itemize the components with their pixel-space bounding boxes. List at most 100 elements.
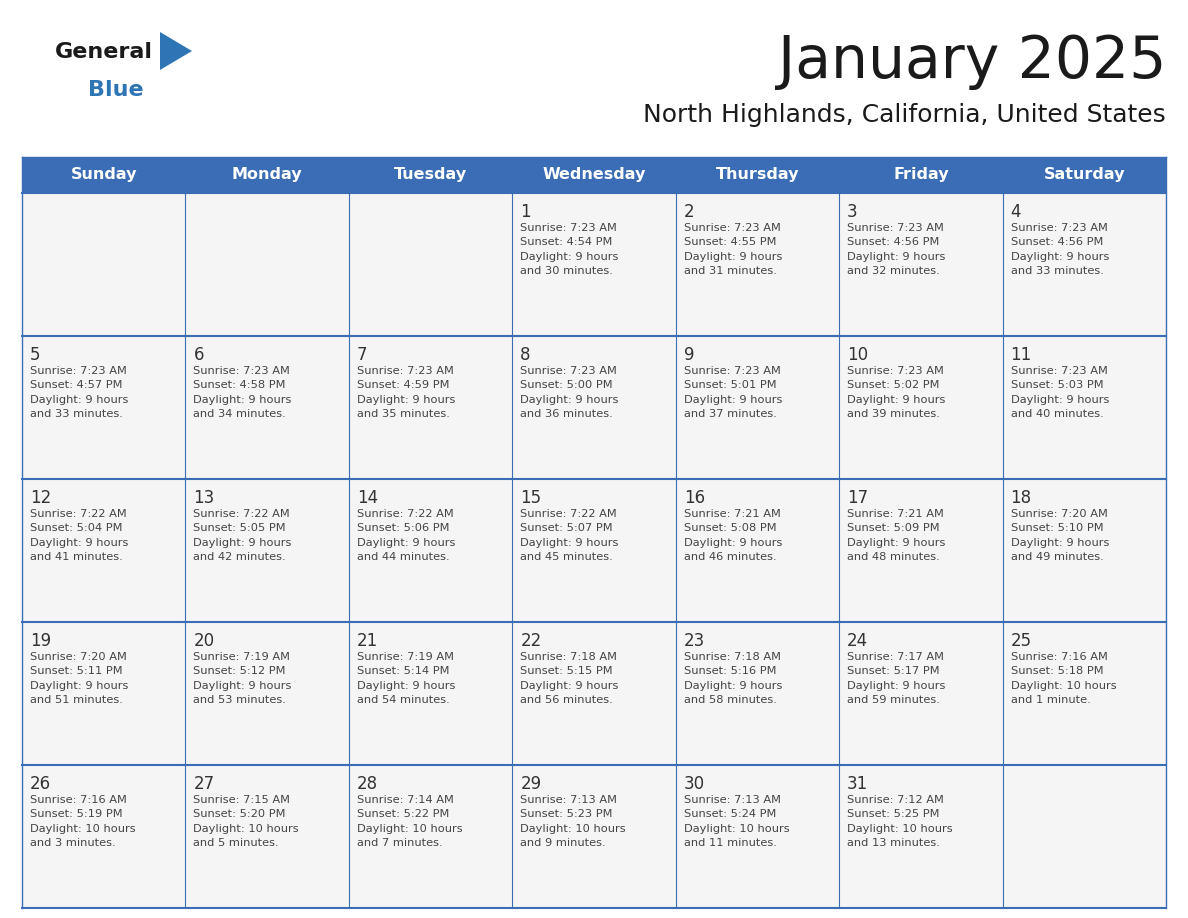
Text: Sunrise: 7:13 AM
Sunset: 5:24 PM
Daylight: 10 hours
and 11 minutes.: Sunrise: 7:13 AM Sunset: 5:24 PM Dayligh… (684, 795, 789, 848)
Text: Sunrise: 7:23 AM
Sunset: 5:00 PM
Daylight: 9 hours
and 36 minutes.: Sunrise: 7:23 AM Sunset: 5:00 PM Dayligh… (520, 366, 619, 420)
Text: 2: 2 (684, 203, 694, 221)
Text: 31: 31 (847, 775, 868, 793)
Text: Sunrise: 7:19 AM
Sunset: 5:12 PM
Daylight: 9 hours
and 53 minutes.: Sunrise: 7:19 AM Sunset: 5:12 PM Dayligh… (194, 652, 292, 705)
Text: Monday: Monday (232, 167, 303, 183)
Text: North Highlands, California, United States: North Highlands, California, United Stat… (643, 103, 1165, 127)
Text: Saturday: Saturday (1043, 167, 1125, 183)
Text: Sunrise: 7:23 AM
Sunset: 5:01 PM
Daylight: 9 hours
and 37 minutes.: Sunrise: 7:23 AM Sunset: 5:01 PM Dayligh… (684, 366, 782, 420)
Text: 6: 6 (194, 346, 204, 364)
Text: Sunrise: 7:18 AM
Sunset: 5:16 PM
Daylight: 9 hours
and 58 minutes.: Sunrise: 7:18 AM Sunset: 5:16 PM Dayligh… (684, 652, 782, 705)
Text: 8: 8 (520, 346, 531, 364)
Text: 25: 25 (1011, 632, 1031, 650)
Text: Sunrise: 7:22 AM
Sunset: 5:05 PM
Daylight: 9 hours
and 42 minutes.: Sunrise: 7:22 AM Sunset: 5:05 PM Dayligh… (194, 509, 292, 562)
Text: 16: 16 (684, 489, 704, 507)
Text: 20: 20 (194, 632, 215, 650)
Bar (349, 193, 512, 336)
Bar (839, 765, 1003, 908)
Text: January 2025: January 2025 (778, 33, 1165, 91)
Bar (349, 336, 512, 479)
Text: 19: 19 (30, 632, 51, 650)
Text: 11: 11 (1011, 346, 1032, 364)
Text: 30: 30 (684, 775, 704, 793)
Bar (185, 193, 349, 336)
Text: General: General (55, 42, 153, 62)
Text: Sunrise: 7:22 AM
Sunset: 5:07 PM
Daylight: 9 hours
and 45 minutes.: Sunrise: 7:22 AM Sunset: 5:07 PM Dayligh… (520, 509, 619, 562)
Text: Sunrise: 7:23 AM
Sunset: 4:56 PM
Daylight: 9 hours
and 33 minutes.: Sunrise: 7:23 AM Sunset: 4:56 PM Dayligh… (1011, 223, 1108, 276)
Bar (512, 336, 676, 479)
Bar (839, 479, 1003, 622)
Text: Sunrise: 7:21 AM
Sunset: 5:09 PM
Daylight: 9 hours
and 48 minutes.: Sunrise: 7:21 AM Sunset: 5:09 PM Dayligh… (847, 509, 946, 562)
Bar (185, 336, 349, 479)
Bar (1003, 622, 1165, 765)
Text: 24: 24 (847, 632, 868, 650)
Bar (676, 765, 839, 908)
Text: 7: 7 (356, 346, 367, 364)
Bar (185, 765, 349, 908)
Bar (1003, 336, 1165, 479)
Text: Sunrise: 7:20 AM
Sunset: 5:11 PM
Daylight: 9 hours
and 51 minutes.: Sunrise: 7:20 AM Sunset: 5:11 PM Dayligh… (30, 652, 128, 705)
Bar (839, 336, 1003, 479)
Text: 5: 5 (30, 346, 40, 364)
Text: Sunrise: 7:15 AM
Sunset: 5:20 PM
Daylight: 10 hours
and 5 minutes.: Sunrise: 7:15 AM Sunset: 5:20 PM Dayligh… (194, 795, 299, 848)
Bar (23, 193, 185, 336)
Bar (185, 479, 349, 622)
Text: Sunrise: 7:23 AM
Sunset: 4:56 PM
Daylight: 9 hours
and 32 minutes.: Sunrise: 7:23 AM Sunset: 4:56 PM Dayligh… (847, 223, 946, 276)
Text: Sunrise: 7:23 AM
Sunset: 4:58 PM
Daylight: 9 hours
and 34 minutes.: Sunrise: 7:23 AM Sunset: 4:58 PM Dayligh… (194, 366, 292, 420)
Text: Sunrise: 7:22 AM
Sunset: 5:06 PM
Daylight: 9 hours
and 44 minutes.: Sunrise: 7:22 AM Sunset: 5:06 PM Dayligh… (356, 509, 455, 562)
Text: Friday: Friday (893, 167, 949, 183)
Bar (23, 479, 185, 622)
Text: 15: 15 (520, 489, 542, 507)
Bar (1003, 479, 1165, 622)
Text: 26: 26 (30, 775, 51, 793)
Bar (23, 336, 185, 479)
Text: Sunrise: 7:22 AM
Sunset: 5:04 PM
Daylight: 9 hours
and 41 minutes.: Sunrise: 7:22 AM Sunset: 5:04 PM Dayligh… (30, 509, 128, 562)
Text: Sunrise: 7:14 AM
Sunset: 5:22 PM
Daylight: 10 hours
and 7 minutes.: Sunrise: 7:14 AM Sunset: 5:22 PM Dayligh… (356, 795, 462, 848)
Bar (512, 765, 676, 908)
Bar (512, 479, 676, 622)
Bar (185, 622, 349, 765)
Text: 17: 17 (847, 489, 868, 507)
Bar (1003, 193, 1165, 336)
Text: 1: 1 (520, 203, 531, 221)
Text: Wednesday: Wednesday (542, 167, 646, 183)
Bar (839, 622, 1003, 765)
Bar (676, 622, 839, 765)
Text: 21: 21 (356, 632, 378, 650)
Bar (676, 193, 839, 336)
Text: 9: 9 (684, 346, 694, 364)
Text: Blue: Blue (88, 80, 144, 100)
Bar (1003, 765, 1165, 908)
Text: 3: 3 (847, 203, 858, 221)
Polygon shape (160, 32, 192, 70)
Bar (512, 622, 676, 765)
Text: Sunrise: 7:23 AM
Sunset: 5:03 PM
Daylight: 9 hours
and 40 minutes.: Sunrise: 7:23 AM Sunset: 5:03 PM Dayligh… (1011, 366, 1108, 420)
Bar (676, 336, 839, 479)
Bar (349, 765, 512, 908)
Bar (23, 765, 185, 908)
Bar (349, 622, 512, 765)
Bar (23, 622, 185, 765)
Text: 4: 4 (1011, 203, 1020, 221)
Text: 18: 18 (1011, 489, 1031, 507)
Bar (349, 479, 512, 622)
Text: Thursday: Thursday (715, 167, 800, 183)
Text: Tuesday: Tuesday (394, 167, 467, 183)
Text: Sunrise: 7:17 AM
Sunset: 5:17 PM
Daylight: 9 hours
and 59 minutes.: Sunrise: 7:17 AM Sunset: 5:17 PM Dayligh… (847, 652, 946, 705)
Text: Sunrise: 7:23 AM
Sunset: 4:54 PM
Daylight: 9 hours
and 30 minutes.: Sunrise: 7:23 AM Sunset: 4:54 PM Dayligh… (520, 223, 619, 276)
Bar (512, 193, 676, 336)
Text: 27: 27 (194, 775, 215, 793)
Text: Sunrise: 7:16 AM
Sunset: 5:19 PM
Daylight: 10 hours
and 3 minutes.: Sunrise: 7:16 AM Sunset: 5:19 PM Dayligh… (30, 795, 135, 848)
Bar (676, 479, 839, 622)
Text: 13: 13 (194, 489, 215, 507)
Text: Sunrise: 7:12 AM
Sunset: 5:25 PM
Daylight: 10 hours
and 13 minutes.: Sunrise: 7:12 AM Sunset: 5:25 PM Dayligh… (847, 795, 953, 848)
Text: 22: 22 (520, 632, 542, 650)
Text: Sunrise: 7:18 AM
Sunset: 5:15 PM
Daylight: 9 hours
and 56 minutes.: Sunrise: 7:18 AM Sunset: 5:15 PM Dayligh… (520, 652, 619, 705)
Text: 23: 23 (684, 632, 704, 650)
Text: Sunrise: 7:23 AM
Sunset: 5:02 PM
Daylight: 9 hours
and 39 minutes.: Sunrise: 7:23 AM Sunset: 5:02 PM Dayligh… (847, 366, 946, 420)
Text: Sunrise: 7:20 AM
Sunset: 5:10 PM
Daylight: 9 hours
and 49 minutes.: Sunrise: 7:20 AM Sunset: 5:10 PM Dayligh… (1011, 509, 1108, 562)
Text: 29: 29 (520, 775, 542, 793)
Text: Sunrise: 7:23 AM
Sunset: 4:55 PM
Daylight: 9 hours
and 31 minutes.: Sunrise: 7:23 AM Sunset: 4:55 PM Dayligh… (684, 223, 782, 276)
Text: Sunrise: 7:16 AM
Sunset: 5:18 PM
Daylight: 10 hours
and 1 minute.: Sunrise: 7:16 AM Sunset: 5:18 PM Dayligh… (1011, 652, 1117, 705)
Text: 14: 14 (356, 489, 378, 507)
Text: 10: 10 (847, 346, 868, 364)
